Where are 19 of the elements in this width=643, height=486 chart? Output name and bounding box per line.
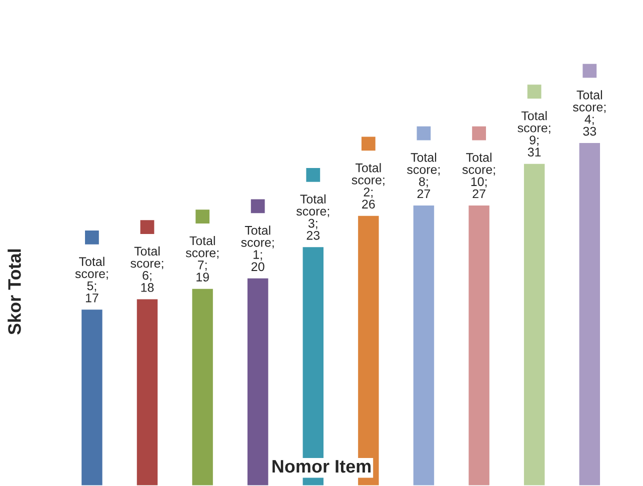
bar [467, 204, 491, 486]
data-label: Total score; 10; 27 [462, 152, 495, 198]
bar [522, 162, 546, 486]
data-label: Total score; 8; 27 [407, 152, 440, 198]
data-label: Total score; 3; 23 [296, 194, 330, 240]
bar [190, 287, 214, 486]
data-label: Total score; 9; 31 [518, 111, 550, 157]
x-axis-title: Nomor Item [272, 460, 371, 473]
bar [80, 308, 104, 486]
data-label: Total score; 7; 19 [186, 236, 218, 282]
data-label: Total score; 5; 17 [75, 256, 108, 302]
data-label: Total score; 4; 33 [572, 90, 606, 136]
data-label: Total score; 6; 18 [130, 246, 164, 292]
data-label: Total score; 2; 26 [352, 163, 384, 209]
bar [412, 204, 436, 486]
data-label: Total score; 1; 20 [241, 226, 274, 272]
bar [578, 142, 602, 486]
y-axis-title: Skor Total [8, 249, 21, 335]
bar [135, 298, 159, 486]
